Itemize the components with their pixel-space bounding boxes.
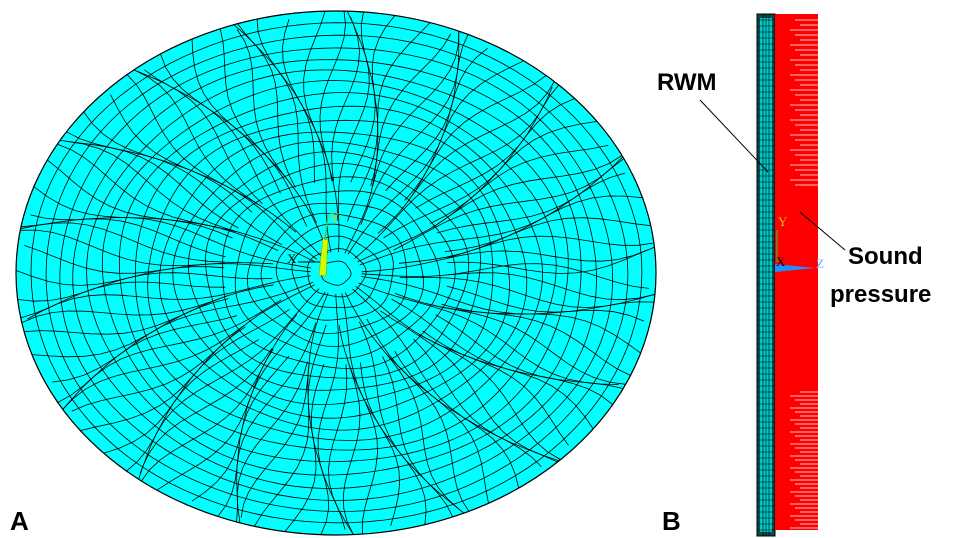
sound-pressure-label: Sound (848, 243, 923, 270)
panel-b: Y X Z RWM Sound pressure B (657, 14, 931, 536)
triad-z-label: Z (816, 256, 824, 271)
triad-x-label: X (776, 254, 786, 269)
panel-label: A (10, 506, 29, 536)
triad-y-label: Y (330, 210, 340, 225)
figure: Y X A Y X Z RWM Sound pressure B (0, 0, 971, 538)
panel-a: Y X A (10, 11, 656, 536)
pressure-load (775, 14, 818, 530)
rwm-label: RWM (657, 69, 717, 96)
sound-pressure-label: pressure (830, 281, 931, 308)
triad-y-label: Y (778, 214, 788, 229)
panel-label: B (662, 506, 681, 536)
triad-x-label: X (287, 251, 297, 266)
